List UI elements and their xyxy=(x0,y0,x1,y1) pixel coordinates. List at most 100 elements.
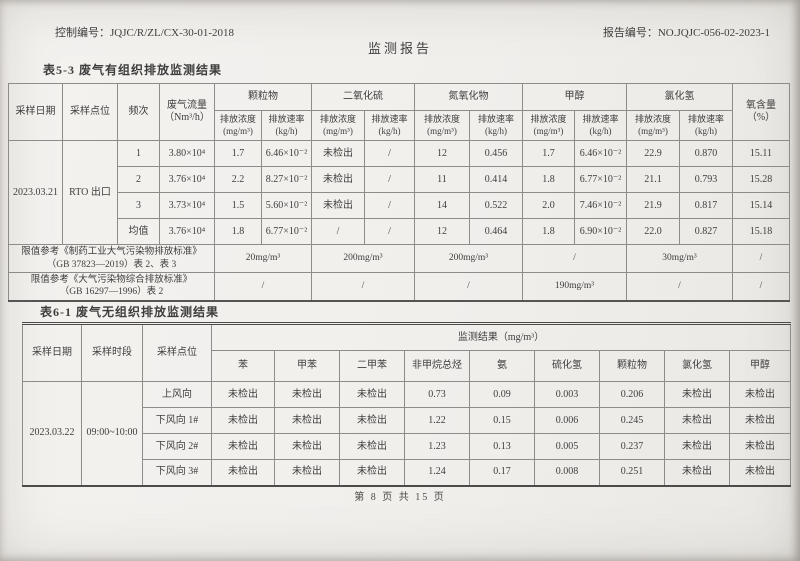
limit-value: / xyxy=(414,272,523,301)
header-emission-rate: 排放速率 (kg/h) xyxy=(364,110,415,141)
table-6-1-fugitive-emissions: 采样日期 采样时段 采样点位 监测结果（mg/m³） 苯 甲苯 二甲苯 非甲烷总… xyxy=(22,322,792,487)
cell-value: 1.8 xyxy=(522,218,575,245)
header-gas-flow-label: 废气流量 xyxy=(167,100,207,111)
cell-gas-flow: 3.80×10⁴ xyxy=(159,140,215,167)
cell-value: 未检出 xyxy=(211,433,275,460)
header-gas-flow: 废气流量 （Nm³/h） xyxy=(159,83,215,141)
cell-value: 6.90×10⁻² xyxy=(574,218,627,245)
table-5-3-caption: 表5-3 废气有组织排放监测结果 xyxy=(43,63,222,77)
cell-value: / xyxy=(364,218,415,245)
cell-value: 未检出 xyxy=(664,433,730,460)
header-frequency: 频次 xyxy=(117,83,160,141)
conc-unit: (mg/m³) xyxy=(533,125,564,136)
limit-label-line1: 限值参考《大气污染物综合排放标准》 xyxy=(30,274,193,285)
page-footer: 第 8 页 共 15 页 xyxy=(354,492,446,503)
cell-value: / xyxy=(311,218,365,245)
cell-value: 0.827 xyxy=(679,218,733,245)
rate-label: 排放速率 xyxy=(477,114,514,125)
cell-value: 0.09 xyxy=(469,381,535,408)
header-oxygen-content: 氧含量 （%） xyxy=(732,83,790,141)
cell-frequency: 1 xyxy=(117,140,160,167)
cell-value: 1.5 xyxy=(214,192,262,219)
limit-standard-label: 限值参考《大气污染物综合排放标准》 （GB 16297—1996）表 2 xyxy=(8,272,215,301)
cell-value: 6.77×10⁻² xyxy=(261,218,312,245)
cell-value: 未检出 xyxy=(274,407,340,434)
rate-label: 排放速率 xyxy=(687,114,724,125)
header-oxygen-label: 氧含量 xyxy=(746,100,776,111)
header-sample-date: 采样日期 xyxy=(22,323,82,382)
limit-value: 200mg/m³ xyxy=(414,244,523,273)
cell-value: 0.870 xyxy=(679,140,733,167)
header-methanol-group: 甲醇 xyxy=(522,83,627,111)
cell-value: 0.456 xyxy=(469,140,523,167)
conc-label: 排放浓度 xyxy=(423,114,460,125)
limit-label-line2: （GB 16297—1996）表 2 xyxy=(59,287,164,298)
header-emission-rate: 排放速率 (kg/h) xyxy=(679,110,733,141)
cell-value: 未检出 xyxy=(728,407,792,434)
header-sample-point: 采样点位 xyxy=(142,323,212,382)
cell-sample-time: 09:00~10:00 xyxy=(81,381,143,486)
header-pollutant: 非甲烷总烃 xyxy=(404,350,470,382)
cell-value: 未检出 xyxy=(664,407,730,434)
cell-frequency: 2 xyxy=(117,166,160,193)
cell-value: 0.17 xyxy=(469,459,535,486)
cell-value: 未检出 xyxy=(664,381,730,408)
cell-value: 2.2 xyxy=(214,166,262,193)
header-pollutant: 硫化氢 xyxy=(534,350,600,382)
control-number: 控制编号：JQJC/R/ZL/CX-30-01-2018 xyxy=(55,27,235,39)
conc-label: 排放浓度 xyxy=(530,114,567,125)
cell-value: 0.464 xyxy=(469,218,523,245)
cell-value: / xyxy=(364,140,415,167)
cell-value: 未检出 xyxy=(211,407,275,434)
conc-label: 排放浓度 xyxy=(219,114,256,125)
cell-sample-point: 下风向 3# xyxy=(142,459,212,486)
header-emission-conc: 排放浓度 (mg/m³) xyxy=(311,110,365,141)
cell-value: 未检出 xyxy=(339,433,405,460)
cell-value: 0.817 xyxy=(679,192,733,219)
cell-value: 1.22 xyxy=(404,407,470,434)
limit-value: / xyxy=(522,244,627,273)
cell-value: 11 xyxy=(414,166,470,193)
cell-value: 6.46×10⁻² xyxy=(261,140,312,167)
cell-value: 12 xyxy=(414,140,470,167)
conc-unit: (mg/m³) xyxy=(223,125,253,136)
cell-value: 22.0 xyxy=(626,218,680,245)
rate-unit: (kg/h) xyxy=(589,125,612,136)
header-pollutant: 二甲苯 xyxy=(339,350,405,382)
report-title: 监测报告 xyxy=(367,41,432,56)
rate-unit: (kg/h) xyxy=(695,125,717,136)
conc-unit: (mg/m³) xyxy=(323,125,353,136)
limit-value: 30mg/m³ xyxy=(626,244,733,273)
cell-sample-point: 下风向 1# xyxy=(142,407,212,434)
limit-label-line2: （GB 37823—2019）表 2、表 3 xyxy=(46,259,177,270)
doc-header: 控制编号：JQJC/R/ZL/CX-30-01-2018 报告编号：NO.JQJ… xyxy=(55,24,770,40)
header-emission-rate: 排放速率 (kg/h) xyxy=(261,110,312,141)
cell-value: 0.73 xyxy=(404,381,470,408)
cell-value: 21.1 xyxy=(626,166,680,193)
cell-value: 0.237 xyxy=(599,433,665,460)
header-pollutant: 甲苯 xyxy=(274,350,340,382)
header-emission-conc: 排放浓度 (mg/m³) xyxy=(214,110,262,141)
cell-value: 1.8 xyxy=(214,218,262,245)
header-nox-group: 氮氧化物 xyxy=(414,83,523,111)
header-emission-rate: 排放速率 (kg/h) xyxy=(574,110,627,141)
table-5-3-organized-emissions: 采样日期 采样点位 频次 废气流量 （Nm³/h） 颗粒物 二氧化硫 氮氧化物 … xyxy=(8,83,790,302)
rate-unit: (kg/h) xyxy=(378,125,401,136)
cell-value: 0.13 xyxy=(469,433,535,460)
header-sample-point: 采样点位 xyxy=(62,83,118,141)
header-emission-conc: 排放浓度 (mg/m³) xyxy=(414,110,470,141)
limit-value: 200mg/m³ xyxy=(311,244,415,273)
cell-value: 6.77×10⁻² xyxy=(574,166,627,193)
cell-sample-point: 下风向 2# xyxy=(142,433,212,460)
cell-value: 0.251 xyxy=(599,459,665,486)
cell-value: 5.60×10⁻² xyxy=(261,192,312,219)
cell-value: 7.46×10⁻² xyxy=(574,192,627,219)
header-sample-date: 采样日期 xyxy=(8,83,63,141)
cell-frequency: 均值 xyxy=(117,218,160,245)
cell-gas-flow: 3.73×10⁴ xyxy=(159,192,215,219)
cell-value: 8.27×10⁻² xyxy=(261,166,312,193)
cell-gas-flow: 3.76×10⁴ xyxy=(159,218,215,245)
header-sample-time: 采样时段 xyxy=(81,323,143,382)
conc-label: 排放浓度 xyxy=(319,114,356,125)
